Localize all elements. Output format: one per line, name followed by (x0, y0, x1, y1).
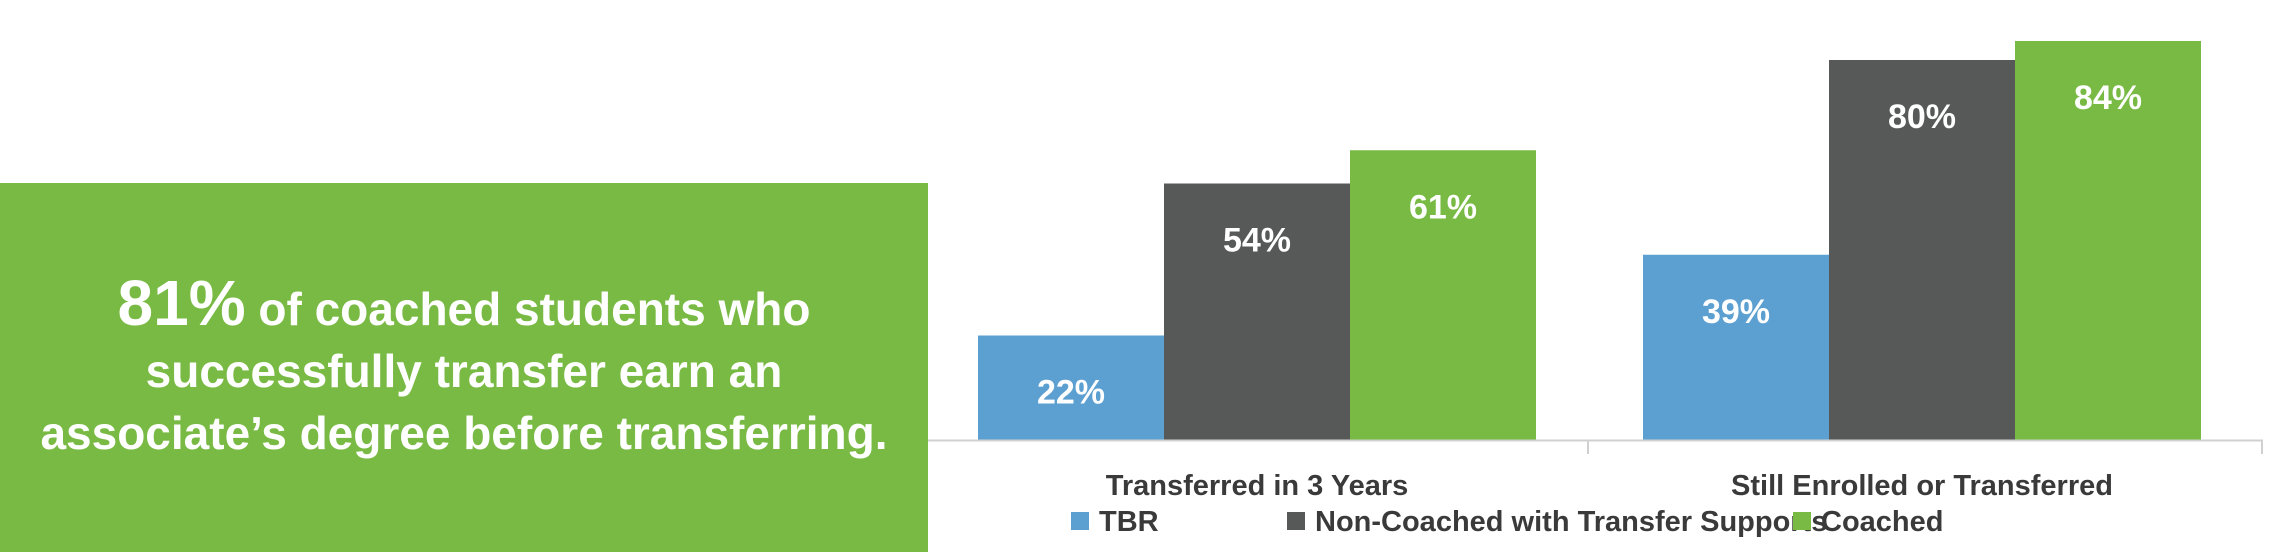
bar-coached-2 (2015, 41, 2201, 440)
bar-coached-1 (1350, 150, 1536, 440)
bar-chart: 22% 54% 61% Transferred in 3 Years 39% 80% 84%… (928, 41, 2263, 538)
category-label-2: Still Enrolled or Transferred (1731, 470, 2113, 502)
callout-panel: 81% of coached students who successfully… (0, 183, 928, 552)
legend-swatch-non-coached-with-transfer-supports (1287, 512, 1305, 530)
bar-tbr-1 (978, 335, 1164, 440)
callout-text: 81% of coached students who successfully… (34, 271, 894, 464)
category-label-1: Transferred in 3 Years (1106, 470, 1409, 502)
data-label-non-coached-with-transfer-supports-1: 54% (1223, 222, 1291, 260)
data-label-non-coached-with-transfer-supports-2: 80% (1888, 98, 1956, 136)
bar-non-coached-with-transfer-supports-1 (1164, 183, 1350, 440)
callout-body: of coached students who successfully tra… (40, 282, 888, 459)
data-label-coached-2: 84% (2074, 79, 2142, 117)
legend-label-non-coached-with-transfer-supports: Non-Coached with Transfer Supports (1315, 506, 1827, 538)
data-label-tbr-1: 22% (1037, 374, 1105, 412)
legend-label-coached: Coached (1821, 506, 1943, 538)
legend-swatch-tbr (1071, 512, 1089, 530)
callout-highlight: 81% (117, 266, 246, 339)
data-label-coached-1: 61% (1409, 188, 1477, 226)
bar-tbr-2 (1643, 254, 1829, 440)
legend-swatch-coached (1793, 512, 1811, 530)
data-label-tbr-2: 39% (1702, 293, 1770, 331)
legend-label-tbr: TBR (1099, 506, 1159, 538)
bar-non-coached-with-transfer-supports-2 (1829, 60, 2015, 440)
